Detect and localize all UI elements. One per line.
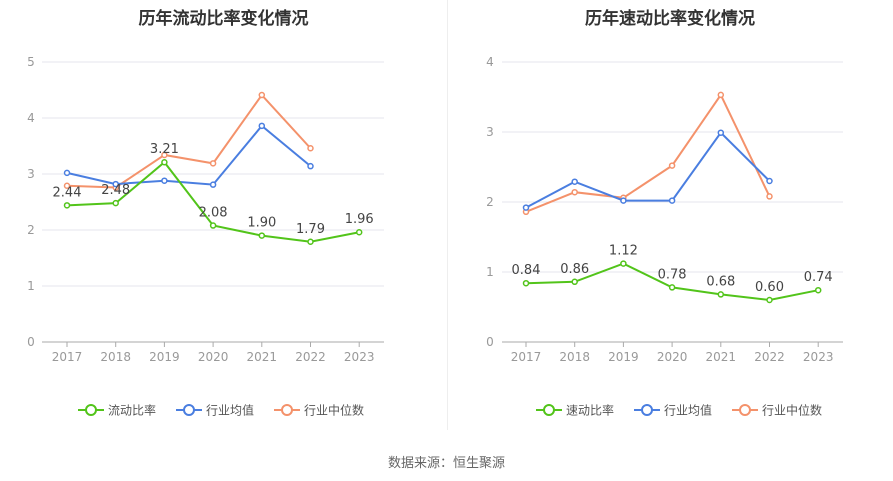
- data-point: [571, 178, 578, 185]
- data-point: [63, 182, 71, 190]
- legend-swatch-marker: [641, 404, 653, 416]
- x-tick-label: 2021: [247, 350, 278, 364]
- data-point: [161, 158, 168, 166]
- legend-swatch-marker: [85, 404, 97, 416]
- data-point: [258, 91, 266, 99]
- legend-label: 行业均值: [206, 403, 254, 418]
- data-point: [209, 160, 217, 167]
- x-tick-label: 2017: [511, 350, 542, 364]
- data-label: 0.84: [512, 263, 541, 278]
- data-point: [620, 260, 627, 267]
- legend-label: 行业中位数: [762, 403, 822, 418]
- y-tick-label: 3: [486, 125, 494, 139]
- x-tick-label: 2023: [344, 350, 375, 364]
- data-point: [766, 177, 773, 185]
- x-tick-label: 2018: [559, 350, 590, 364]
- series-line: [66, 124, 312, 186]
- data-label: 2.08: [199, 206, 228, 221]
- y-tick-label: 4: [27, 111, 35, 125]
- data-point: [307, 238, 314, 246]
- quick-ratio-chart: 0 1 2 3 4 2017 2018 2019 2020 2021 2022 2023 0.84 0.8…: [486, 55, 843, 418]
- legend-label: 流动比率: [108, 403, 156, 418]
- x-tick-label: 2018: [100, 350, 131, 364]
- data-point: [307, 144, 314, 152]
- current-ratio-chart: 0 1 2 3 4 5 2017 2018 2019 2020 2021 2022 2023 2.44 2.…: [27, 55, 384, 418]
- x-tick-label: 2022: [754, 350, 785, 364]
- y-tick-label: 4: [486, 55, 494, 69]
- data-point: [161, 177, 168, 184]
- series-line: [525, 92, 771, 213]
- y-tick-label: 2: [27, 223, 35, 237]
- data-point: [112, 180, 119, 188]
- right-chart-title: 历年速动比率变化情况: [585, 9, 755, 29]
- data-label: 0.74: [804, 270, 833, 285]
- y-tick-label: 0: [486, 335, 494, 349]
- data-point: [63, 169, 71, 177]
- data-point: [112, 199, 119, 207]
- x-tick-label: 2020: [198, 350, 229, 364]
- y-tick-label: 1: [27, 279, 35, 293]
- left-chart-title: 历年流动比率变化情况: [138, 9, 309, 29]
- legend-label: 速动比率: [566, 403, 614, 418]
- data-point: [668, 162, 676, 169]
- y-tick-label: 1: [486, 265, 494, 279]
- data-point: [766, 296, 773, 304]
- y-tick-label: 3: [27, 167, 35, 181]
- data-point: [814, 286, 822, 294]
- x-tick-label: 2020: [657, 350, 688, 364]
- legend-swatch-marker: [281, 404, 293, 416]
- data-point: [209, 222, 217, 229]
- data-point: [355, 228, 363, 236]
- y-tick-label: 2: [486, 195, 494, 209]
- data-label: 1.12: [609, 244, 638, 259]
- data-point: [307, 162, 314, 170]
- data-label: 0.86: [560, 262, 589, 277]
- x-tick-label: 2019: [608, 350, 639, 364]
- data-point: [717, 129, 725, 136]
- data-point: [668, 197, 676, 204]
- legend-label: 行业均值: [664, 403, 712, 418]
- x-tick-label: 2022: [295, 350, 326, 364]
- data-point: [571, 278, 578, 286]
- data-label: 3.21: [150, 142, 179, 157]
- data-point: [258, 232, 266, 239]
- data-point: [161, 151, 168, 159]
- series-line: [66, 93, 312, 189]
- legend-label: 行业中位数: [304, 403, 364, 418]
- x-tick-label: 2021: [706, 350, 737, 364]
- data-label: 1.90: [247, 216, 276, 231]
- data-point: [522, 279, 530, 287]
- x-tick-label: 2019: [149, 350, 180, 364]
- data-label: 0.60: [755, 280, 784, 295]
- data-label: 0.78: [658, 267, 687, 282]
- legend-swatch-marker: [183, 404, 195, 416]
- data-source-label: 数据来源：恒生聚源: [387, 456, 505, 471]
- y-tick-label: 5: [27, 55, 35, 69]
- series-line: [525, 131, 771, 209]
- data-point: [522, 204, 530, 211]
- data-point: [717, 91, 725, 99]
- legend-swatch-marker: [739, 404, 751, 416]
- data-label: 1.79: [296, 222, 325, 237]
- data-label: 1.96: [345, 212, 374, 227]
- data-point: [258, 122, 266, 130]
- legend-swatch-marker: [543, 404, 555, 416]
- data-point: [766, 193, 773, 200]
- data-point: [717, 291, 725, 298]
- data-label: 2.44: [53, 185, 82, 200]
- y-tick-label: 0: [27, 335, 35, 349]
- data-point: [668, 284, 676, 291]
- x-tick-label: 2017: [52, 350, 83, 364]
- chart-divider: [447, 0, 448, 430]
- data-point: [63, 202, 71, 209]
- data-point: [620, 197, 627, 204]
- data-label: 2.48: [101, 183, 130, 198]
- data-point: [571, 188, 578, 196]
- data-point: [209, 181, 217, 188]
- data-label: 0.68: [706, 274, 735, 289]
- x-tick-label: 2023: [803, 350, 834, 364]
